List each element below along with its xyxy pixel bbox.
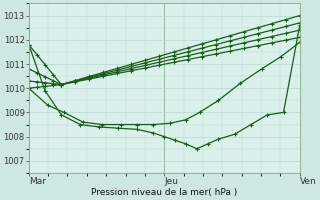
X-axis label: Pression niveau de la mer( hPa ): Pression niveau de la mer( hPa ) xyxy=(91,188,237,197)
